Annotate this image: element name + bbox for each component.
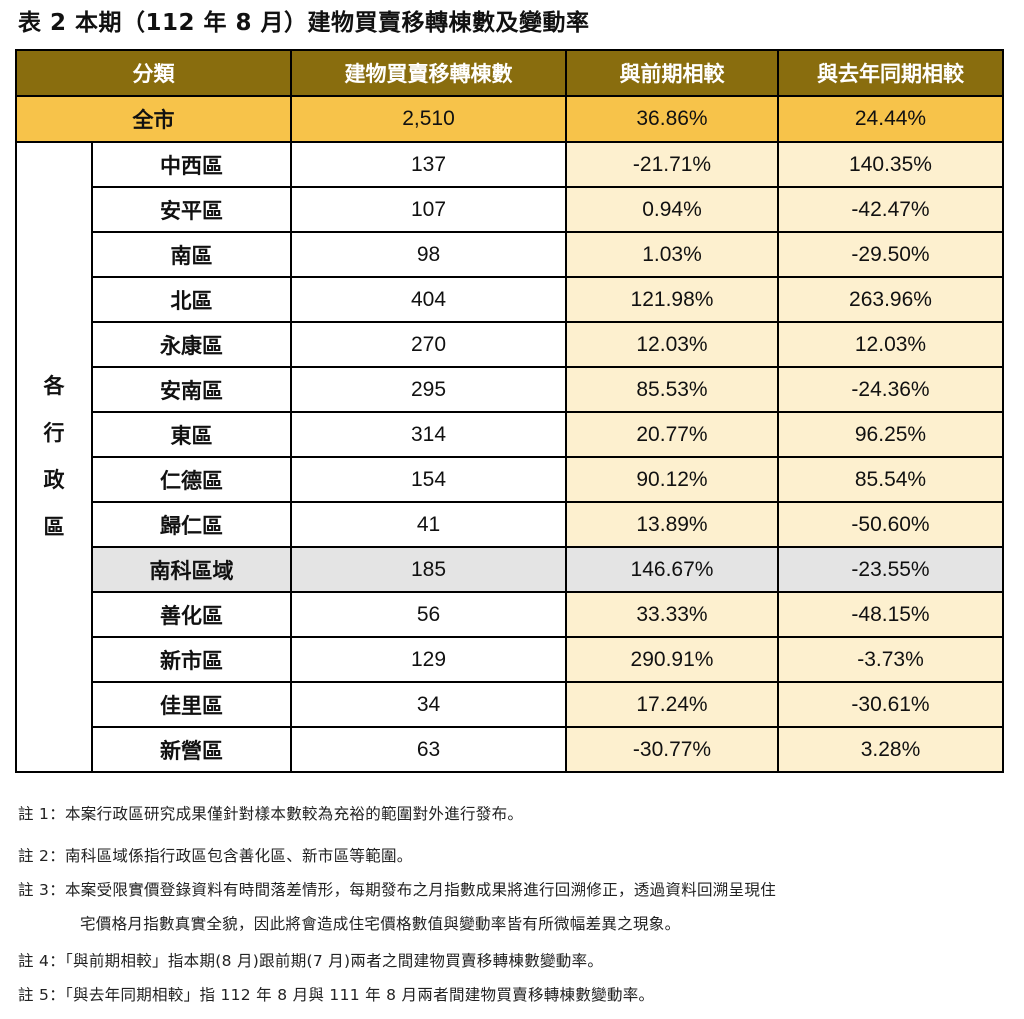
district-yoy: 263.96% (777, 276, 1004, 323)
footnote-1: 註 1：本案行政區研究成果僅針對樣本數較為充裕的範圍對外進行發布。 (18, 805, 524, 823)
district-yoy: -3.73% (777, 636, 1004, 683)
district-prev: 85.53% (565, 366, 779, 413)
district-prev: -21.71% (565, 141, 779, 188)
table-title: 表 2 本期（112 年 8 月）建物買賣移轉棟數及變動率 (18, 10, 590, 36)
district-prev: 121.98% (565, 276, 779, 323)
district-count: 56 (290, 591, 567, 638)
district-count: 34 (290, 681, 567, 728)
district-name: 新市區 (91, 636, 292, 683)
district-count: 137 (290, 141, 567, 188)
footnote-5: 註 5：「與去年同期相較」指 112 年 8 月與 111 年 8 月兩者間建物… (18, 986, 655, 1004)
table-row: 新市區 129 290.91% -3.73% (16, 636, 1004, 683)
district-prev: -30.77% (565, 726, 779, 773)
district-prev: 146.67% (565, 546, 779, 593)
district-name: 中西區 (91, 141, 292, 188)
district-prev: 12.03% (565, 321, 779, 368)
district-group-label: 各 行 政 區 (15, 141, 93, 773)
footnote-2: 註 2：南科區域係指行政區包含善化區、新市區等範圍。 (18, 847, 413, 865)
footnote-3: 註 3：本案受限實價登錄資料有時間落差情形，每期發布之月指數成果將進行回溯修正，… (18, 878, 776, 934)
district-count: 185 (290, 546, 567, 593)
district-prev: 1.03% (565, 231, 779, 278)
footnote-4: 註 4：「與前期相較」指本期(8 月)跟前期(7 月)兩者之間建物買賣移轉棟數變… (18, 952, 604, 970)
district-yoy: 3.28% (777, 726, 1004, 773)
header-yoy: 與去年同期相較 (777, 49, 1004, 97)
district-name: 安平區 (91, 186, 292, 233)
footnote-3-line-1: 註 3：本案受限實價登錄資料有時間落差情形，每期發布之月指數成果將進行回溯修正，… (18, 881, 776, 899)
district-yoy: -42.47% (777, 186, 1004, 233)
district-prev: 17.24% (565, 681, 779, 728)
table-row: 永康區 270 12.03% 12.03% (16, 321, 1004, 368)
district-name: 歸仁區 (91, 501, 292, 548)
district-name: 佳里區 (91, 681, 292, 728)
district-prev: 290.91% (565, 636, 779, 683)
district-yoy: -48.15% (777, 591, 1004, 638)
header-row: 分類 建物買賣移轉棟數 與前期相較 與去年同期相較 (15, 49, 1004, 97)
district-yoy: 96.25% (777, 411, 1004, 458)
table-row: 善化區 56 33.33% -48.15% (16, 591, 1004, 638)
district-count: 98 (290, 231, 567, 278)
district-count: 41 (290, 501, 567, 548)
district-prev: 13.89% (565, 501, 779, 548)
district-prev: 90.12% (565, 456, 779, 503)
transfer-table: 分類 建物買賣移轉棟數 與前期相較 與去年同期相較 全市 2,510 36.86… (15, 49, 1004, 773)
district-prev: 33.33% (565, 591, 779, 638)
district-name: 新營區 (91, 726, 292, 773)
district-yoy: -29.50% (777, 231, 1004, 278)
table-row: 北區 404 121.98% 263.96% (16, 276, 1004, 323)
district-yoy: 85.54% (777, 456, 1004, 503)
table-row: 歸仁區 41 13.89% -50.60% (16, 501, 1004, 548)
district-name: 永康區 (91, 321, 292, 368)
table-row: 東區 314 20.77% 96.25% (16, 411, 1004, 458)
district-count: 404 (290, 276, 567, 323)
district-yoy: 12.03% (777, 321, 1004, 368)
district-prev: 0.94% (565, 186, 779, 233)
footnote-3-line-2: 宅價格月指數真實全貌，因此將會造成住宅價格數值與變動率皆有所微幅差異之現象。 (80, 915, 681, 933)
district-name: 東區 (91, 411, 292, 458)
header-category: 分類 (15, 49, 292, 97)
district-count: 63 (290, 726, 567, 773)
district-yoy: -30.61% (777, 681, 1004, 728)
district-name: 善化區 (91, 591, 292, 638)
total-row: 全市 2,510 36.86% 24.44% (15, 95, 1004, 143)
total-count: 2,510 (290, 95, 567, 143)
table-row: 南區 98 1.03% -29.50% (16, 231, 1004, 278)
total-name: 全市 (15, 95, 292, 143)
table-row: 安南區 295 85.53% -24.36% (16, 366, 1004, 413)
district-count: 314 (290, 411, 567, 458)
total-prev: 36.86% (565, 95, 779, 143)
district-count: 154 (290, 456, 567, 503)
district-yoy: -50.60% (777, 501, 1004, 548)
table-row: 各 行 政 區 中西區 137 -21.71% 140.35% (15, 141, 1004, 773)
district-yoy: -24.36% (777, 366, 1004, 413)
district-yoy: -23.55% (777, 546, 1004, 593)
district-name: 仁德區 (91, 456, 292, 503)
district-count: 129 (290, 636, 567, 683)
district-count: 107 (290, 186, 567, 233)
table-row-science-park: 南科區域 185 146.67% -23.55% (16, 546, 1004, 593)
district-name: 南區 (91, 231, 292, 278)
header-count: 建物買賣移轉棟數 (290, 49, 567, 97)
header-prev: 與前期相較 (565, 49, 779, 97)
district-name: 南科區域 (91, 546, 292, 593)
table-row: 仁德區 154 90.12% 85.54% (16, 456, 1004, 503)
district-count: 270 (290, 321, 567, 368)
district-prev: 20.77% (565, 411, 779, 458)
district-count: 295 (290, 366, 567, 413)
district-yoy: 140.35% (777, 141, 1004, 188)
table-row: 新營區 63 -30.77% 3.28% (16, 726, 1004, 773)
table-row: 佳里區 34 17.24% -30.61% (16, 681, 1004, 728)
total-yoy: 24.44% (777, 95, 1004, 143)
district-name: 北區 (91, 276, 292, 323)
table-row: 安平區 107 0.94% -42.47% (16, 186, 1004, 233)
district-name: 安南區 (91, 366, 292, 413)
